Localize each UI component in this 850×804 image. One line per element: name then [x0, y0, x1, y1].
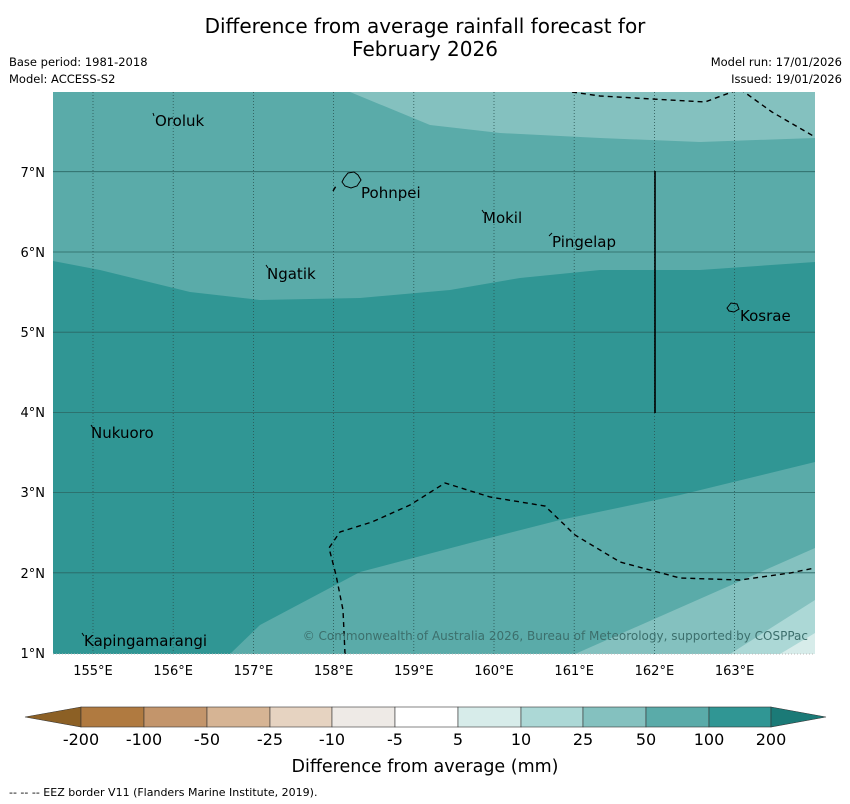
lon-label-162: 162°E	[635, 664, 675, 679]
latitude-labels: 1°N 2°N 3°N 4°N 5°N 6°N 7°N	[21, 166, 46, 662]
colorbar-swatch-7	[457, 706, 522, 728]
region-25-50-north	[350, 92, 815, 142]
place-label-ngatik: Ngatik	[267, 265, 316, 283]
lon-label-158: 158°E	[314, 664, 354, 679]
colorbar-ticks: -200 -100 -50 -25 -10 -5 5 10 25 50 100 …	[63, 730, 786, 749]
colorbar-tick-minus50: -50	[194, 730, 220, 749]
colorbar-tick-minus5: -5	[387, 730, 403, 749]
colorbar-swatch-10	[645, 706, 710, 728]
colorbar-swatch-2	[143, 706, 208, 728]
lat-label-6: 6°N	[21, 246, 46, 261]
lon-label-160: 160°E	[474, 664, 514, 679]
place-label-mokil: Mokil	[483, 209, 522, 227]
copyright-text: © Commonwealth of Australia 2026, Bureau…	[303, 629, 808, 643]
lon-label-156: 156°E	[153, 664, 193, 679]
lon-label-161: 161°E	[554, 664, 594, 679]
model-run-text: Model run: 17/01/2026	[710, 55, 842, 69]
place-label-pingelap: Pingelap	[552, 233, 616, 251]
model-text: Model: ACCESS-S2	[9, 72, 116, 86]
lat-label-1: 1°N	[21, 647, 46, 662]
colorbar-tick-50: 50	[636, 730, 656, 749]
longitude-labels: 155°E 156°E 157°E 158°E 159°E 160°E 161°…	[73, 664, 754, 679]
region-25-50-south	[575, 548, 815, 654]
lat-label-2: 2°N	[21, 567, 46, 582]
meta-right: Model run: 17/01/2026 Issued: 19/01/2026	[711, 54, 842, 88]
place-label-kosrae: Kosrae	[740, 307, 791, 325]
lat-label-5: 5°N	[21, 326, 46, 341]
chart-title-line-2: February 2026	[352, 37, 498, 61]
map-area: Oroluk Pohnpei Mokil Pingelap Ngatik Kos…	[53, 92, 815, 654]
islands	[81, 112, 740, 637]
place-label-pohnpei: Pohnpei	[361, 184, 421, 202]
colorbar-extend-low	[24, 706, 82, 728]
colorbar-swatch-11	[708, 706, 772, 728]
colorbar-label: Difference from average (mm)	[291, 757, 558, 777]
lon-label-155: 155°E	[73, 664, 113, 679]
colorbar-tick-minus200: -200	[63, 730, 99, 749]
colorbar-swatch-3	[206, 706, 271, 728]
colorbar-swatch-8	[520, 706, 584, 728]
colorbar-tick-minus25: -25	[257, 730, 283, 749]
colorbar-tick-100: 100	[694, 730, 725, 749]
colorbar-tick-200: 200	[756, 730, 787, 749]
meta-left: Base period: 1981-2018 Model: ACCESS-S2	[9, 54, 148, 88]
region-100-200	[53, 261, 815, 654]
eez-footnote: -- -- -- EEZ border V11 (Flanders Marine…	[9, 786, 318, 799]
colorbar-swatch-6	[394, 706, 459, 728]
colorbar-swatch-4	[269, 706, 333, 728]
colorbar-swatch-9	[582, 706, 647, 728]
issued-text: Issued: 19/01/2026	[731, 72, 842, 86]
chart-title-line-1: Difference from average rainfall forecas…	[204, 14, 646, 38]
colorbar-tick-minus10: -10	[319, 730, 345, 749]
colorbar-swatch-1	[80, 706, 145, 728]
base-period-text: Base period: 1981-2018	[9, 55, 148, 69]
colorbar-tick-10: 10	[511, 730, 531, 749]
lon-label-163: 163°E	[715, 664, 755, 679]
lat-label-4: 4°N	[21, 406, 46, 421]
colorbar-swatch-5	[331, 706, 396, 728]
eez-border	[328, 92, 815, 654]
colorbar-tick-minus100: -100	[126, 730, 162, 749]
kosrae-island-shape	[726, 302, 740, 313]
pohnpei-island-shape	[341, 171, 362, 189]
lon-label-159: 159°E	[394, 664, 434, 679]
colorbar	[24, 706, 827, 728]
latitude-gridlines	[53, 171, 815, 574]
lat-label-7: 7°N	[21, 166, 46, 181]
place-label-kapingamarangi: Kapingamarangi	[84, 632, 207, 650]
colorbar-tick-5: 5	[453, 730, 463, 749]
region-10-25-south	[730, 600, 815, 654]
region-5-10-south	[780, 633, 815, 654]
colorbar-tick-25: 25	[573, 730, 593, 749]
place-label-oroluk: Oroluk	[155, 112, 204, 130]
colorbar-extend-high	[770, 706, 827, 728]
lat-label-3: 3°N	[21, 486, 46, 501]
place-label-nukuoro: Nukuoro	[91, 424, 154, 442]
lon-label-157: 157°E	[234, 664, 274, 679]
